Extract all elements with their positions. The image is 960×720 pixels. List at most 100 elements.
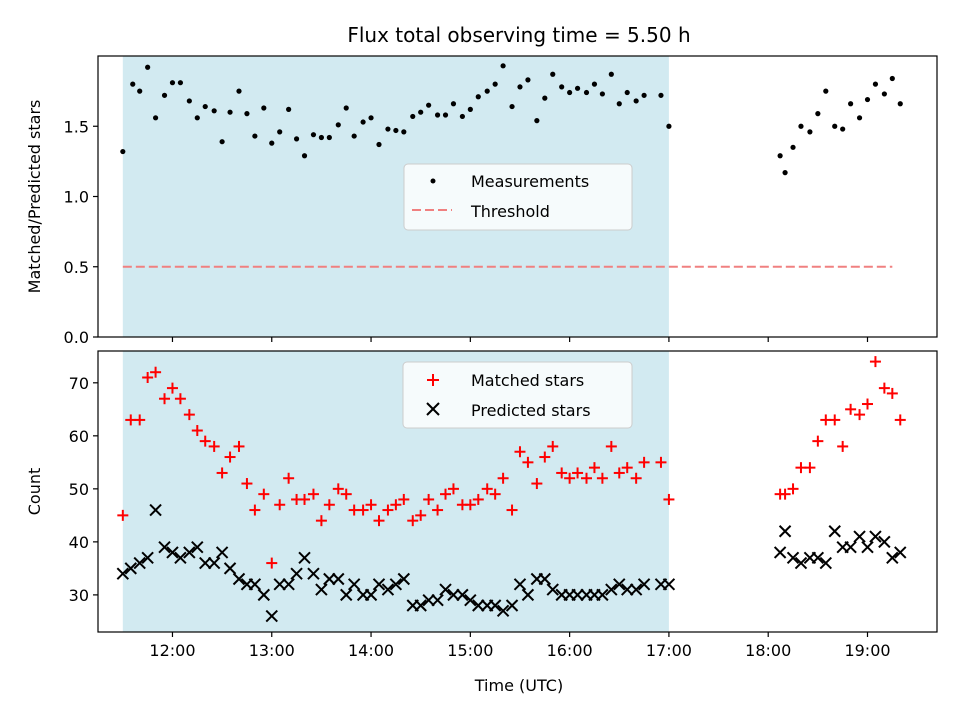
data-point-predicted <box>141 551 154 564</box>
data-point-predicted <box>381 583 395 596</box>
data-point <box>484 88 490 94</box>
legend-x-icon <box>426 402 440 416</box>
data-point <box>475 94 481 100</box>
data-point-matched <box>472 493 484 505</box>
data-point-matched <box>878 382 890 394</box>
data-point-matched <box>531 478 543 490</box>
data-point <box>823 88 829 94</box>
x-tick-label: 19:00 <box>844 641 890 660</box>
data-point <box>120 148 126 155</box>
data-point <box>410 113 416 120</box>
data-point <box>335 122 341 128</box>
data-point <box>889 75 895 82</box>
data-point-matched <box>183 409 195 421</box>
data-point <box>269 140 275 146</box>
data-point-matched <box>447 483 459 495</box>
data-point-matched <box>283 472 295 484</box>
legend-dot-icon <box>430 178 436 184</box>
data-point <box>186 98 192 104</box>
data-point <box>666 123 672 129</box>
data-point <box>376 141 382 148</box>
data-point-matched <box>142 372 154 384</box>
x-tick-label: 14:00 <box>348 641 394 660</box>
data-point-predicted <box>613 578 626 591</box>
data-point-matched <box>812 435 824 447</box>
data-point-predicted <box>183 546 196 559</box>
data-point <box>641 92 647 98</box>
data-point <box>782 170 788 176</box>
y-ticks: 30 40 50 60 70 <box>69 374 98 605</box>
data-point <box>608 71 614 77</box>
data-point-predicted <box>174 551 187 564</box>
data-point-matched <box>407 515 419 527</box>
data-point <box>897 101 903 107</box>
data-point-predicted <box>282 578 295 591</box>
legend-box <box>403 163 633 231</box>
data-point-predicted <box>273 578 286 591</box>
data-point <box>542 95 548 101</box>
data-point-predicted <box>629 583 643 596</box>
x-axis-label: Time (UTC) <box>474 676 563 695</box>
data-point <box>426 102 432 108</box>
data-point-matched <box>894 414 906 426</box>
x-tick-label: 15:00 <box>447 641 493 660</box>
y-ticks: 0.0 0.5 1.0 1.5 <box>64 117 98 347</box>
data-point <box>177 80 184 86</box>
data-point-matched <box>357 504 369 516</box>
data-point <box>368 115 374 121</box>
data-point-predicted <box>571 588 584 602</box>
count-points <box>116 356 907 623</box>
data-point-predicted <box>447 588 460 602</box>
data-point-predicted <box>215 546 229 559</box>
data-point-predicted <box>166 546 179 559</box>
data-point-matched <box>779 488 791 500</box>
y-tick-label: 60 <box>69 427 89 446</box>
data-point-predicted <box>248 578 262 591</box>
data-point-predicted <box>191 540 204 554</box>
data-point-predicted <box>315 583 328 596</box>
data-point <box>219 139 225 145</box>
data-point-predicted <box>886 551 899 564</box>
data-point-matched <box>613 467 625 479</box>
data-point <box>633 98 639 104</box>
data-point <box>807 129 813 135</box>
data-point-matched <box>556 467 568 479</box>
data-point-matched <box>440 488 452 500</box>
data-point <box>467 106 473 112</box>
data-point-matched <box>174 393 186 405</box>
data-point-predicted <box>124 562 137 575</box>
data-point-matched <box>572 467 584 479</box>
data-point-matched <box>241 478 253 490</box>
data-point-matched <box>869 356 881 368</box>
data-point-matched <box>506 504 518 516</box>
data-point <box>202 103 208 110</box>
data-point-matched <box>208 440 220 452</box>
data-point-matched <box>522 456 534 468</box>
data-point-matched <box>382 504 394 516</box>
data-point <box>434 112 441 118</box>
data-point <box>658 92 664 98</box>
data-point <box>567 89 573 96</box>
data-point-predicted <box>116 567 130 580</box>
data-point-predicted <box>521 588 535 602</box>
data-point-matched <box>258 488 270 500</box>
data-point <box>194 115 200 121</box>
data-point-predicted <box>133 556 146 570</box>
data-point <box>244 111 250 117</box>
data-point-predicted <box>464 593 477 607</box>
data-point-predicted <box>811 551 825 564</box>
data-point <box>401 129 407 135</box>
data-point-predicted <box>347 578 361 591</box>
data-point-matched <box>514 446 526 458</box>
legend-top: Measurements Threshold <box>403 163 633 231</box>
data-point <box>517 84 523 90</box>
data-point-predicted <box>372 578 386 591</box>
data-point-predicted <box>422 593 435 607</box>
data-point <box>777 153 783 159</box>
data-point <box>318 134 325 141</box>
data-point-matched <box>596 472 608 484</box>
x-tick-label: 16:00 <box>547 641 593 660</box>
data-point <box>152 115 159 121</box>
data-point-matched <box>547 440 559 452</box>
data-point <box>310 132 317 138</box>
